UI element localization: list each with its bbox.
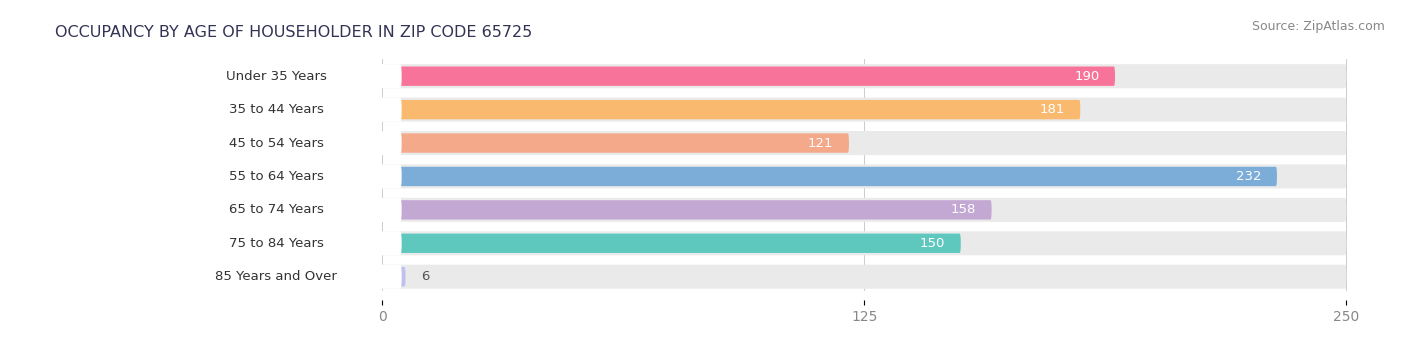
Text: OCCUPANCY BY AGE OF HOUSEHOLDER IN ZIP CODE 65725: OCCUPANCY BY AGE OF HOUSEHOLDER IN ZIP C… <box>55 25 533 40</box>
FancyBboxPatch shape <box>170 98 402 122</box>
FancyBboxPatch shape <box>170 131 402 155</box>
FancyBboxPatch shape <box>382 100 1080 119</box>
Text: 121: 121 <box>808 136 834 150</box>
FancyBboxPatch shape <box>382 234 960 253</box>
FancyBboxPatch shape <box>170 64 402 88</box>
Text: 45 to 54 Years: 45 to 54 Years <box>229 136 323 150</box>
FancyBboxPatch shape <box>382 66 1115 86</box>
Text: 55 to 64 Years: 55 to 64 Years <box>229 170 323 183</box>
Text: Source: ZipAtlas.com: Source: ZipAtlas.com <box>1251 20 1385 33</box>
FancyBboxPatch shape <box>382 267 405 286</box>
FancyBboxPatch shape <box>170 265 402 289</box>
FancyBboxPatch shape <box>170 231 402 255</box>
Text: 85 Years and Over: 85 Years and Over <box>215 270 337 283</box>
FancyBboxPatch shape <box>382 133 849 153</box>
FancyBboxPatch shape <box>382 164 1347 189</box>
Text: 190: 190 <box>1074 70 1099 83</box>
FancyBboxPatch shape <box>382 200 991 220</box>
FancyBboxPatch shape <box>382 64 1347 88</box>
Text: 158: 158 <box>950 203 976 216</box>
Text: 6: 6 <box>420 270 429 283</box>
Text: 232: 232 <box>1236 170 1261 183</box>
Text: 150: 150 <box>920 237 945 250</box>
FancyBboxPatch shape <box>382 98 1347 122</box>
FancyBboxPatch shape <box>170 164 402 189</box>
Text: 65 to 74 Years: 65 to 74 Years <box>229 203 323 216</box>
Text: 181: 181 <box>1039 103 1064 116</box>
Text: 75 to 84 Years: 75 to 84 Years <box>229 237 323 250</box>
Text: Under 35 Years: Under 35 Years <box>226 70 326 83</box>
FancyBboxPatch shape <box>382 167 1277 186</box>
FancyBboxPatch shape <box>170 198 402 222</box>
FancyBboxPatch shape <box>382 131 1347 155</box>
FancyBboxPatch shape <box>382 198 1347 222</box>
FancyBboxPatch shape <box>382 265 1347 289</box>
Text: 35 to 44 Years: 35 to 44 Years <box>229 103 323 116</box>
FancyBboxPatch shape <box>382 231 1347 255</box>
